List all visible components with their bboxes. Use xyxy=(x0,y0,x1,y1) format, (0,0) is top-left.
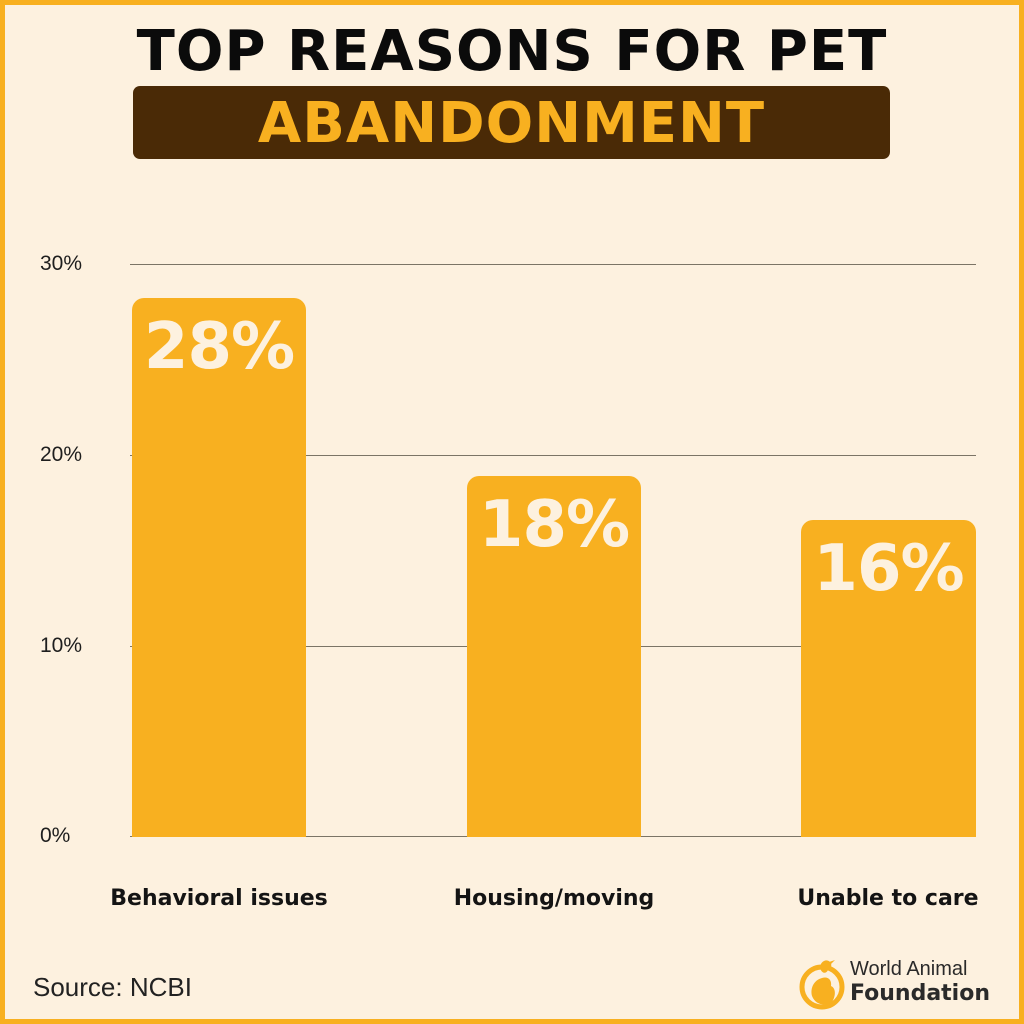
bar-value-label: 18% xyxy=(478,488,630,562)
bar-behavioral-issues: 28% xyxy=(132,298,306,837)
bar-value-label: 16% xyxy=(813,532,964,606)
bar-value-label: 28% xyxy=(143,310,295,384)
x-label-housing-moving: Housing/moving xyxy=(453,886,655,911)
logo-text-line1: World Animal xyxy=(850,958,968,980)
gridline-20 xyxy=(130,455,976,456)
bar-unable-to-care: 16% xyxy=(801,520,976,837)
chart-title: TOP REASONS FOR PET xyxy=(136,19,888,84)
y-tick-0: 0% xyxy=(40,824,71,847)
y-tick-20: 20% xyxy=(40,443,83,466)
chart-subtitle: ABANDONMENT xyxy=(257,91,766,156)
y-tick-10: 10% xyxy=(40,634,83,657)
title-banner: ABANDONMENT xyxy=(133,86,890,159)
x-label-unable-to-care: Unable to care xyxy=(797,886,979,911)
y-tick-30: 30% xyxy=(40,252,83,275)
bar-housing-moving: 18% xyxy=(467,476,641,837)
world-animal-foundation-logo: World Animal Foundation xyxy=(798,954,998,1012)
x-label-behavioral-issues: Behavioral issues xyxy=(110,886,328,911)
animal-silhouette-circle-icon xyxy=(799,960,845,1010)
logo-text-line2: Foundation xyxy=(850,981,991,1006)
gridline-30 xyxy=(130,264,976,265)
source-note: Source: NCBI xyxy=(33,972,192,1002)
